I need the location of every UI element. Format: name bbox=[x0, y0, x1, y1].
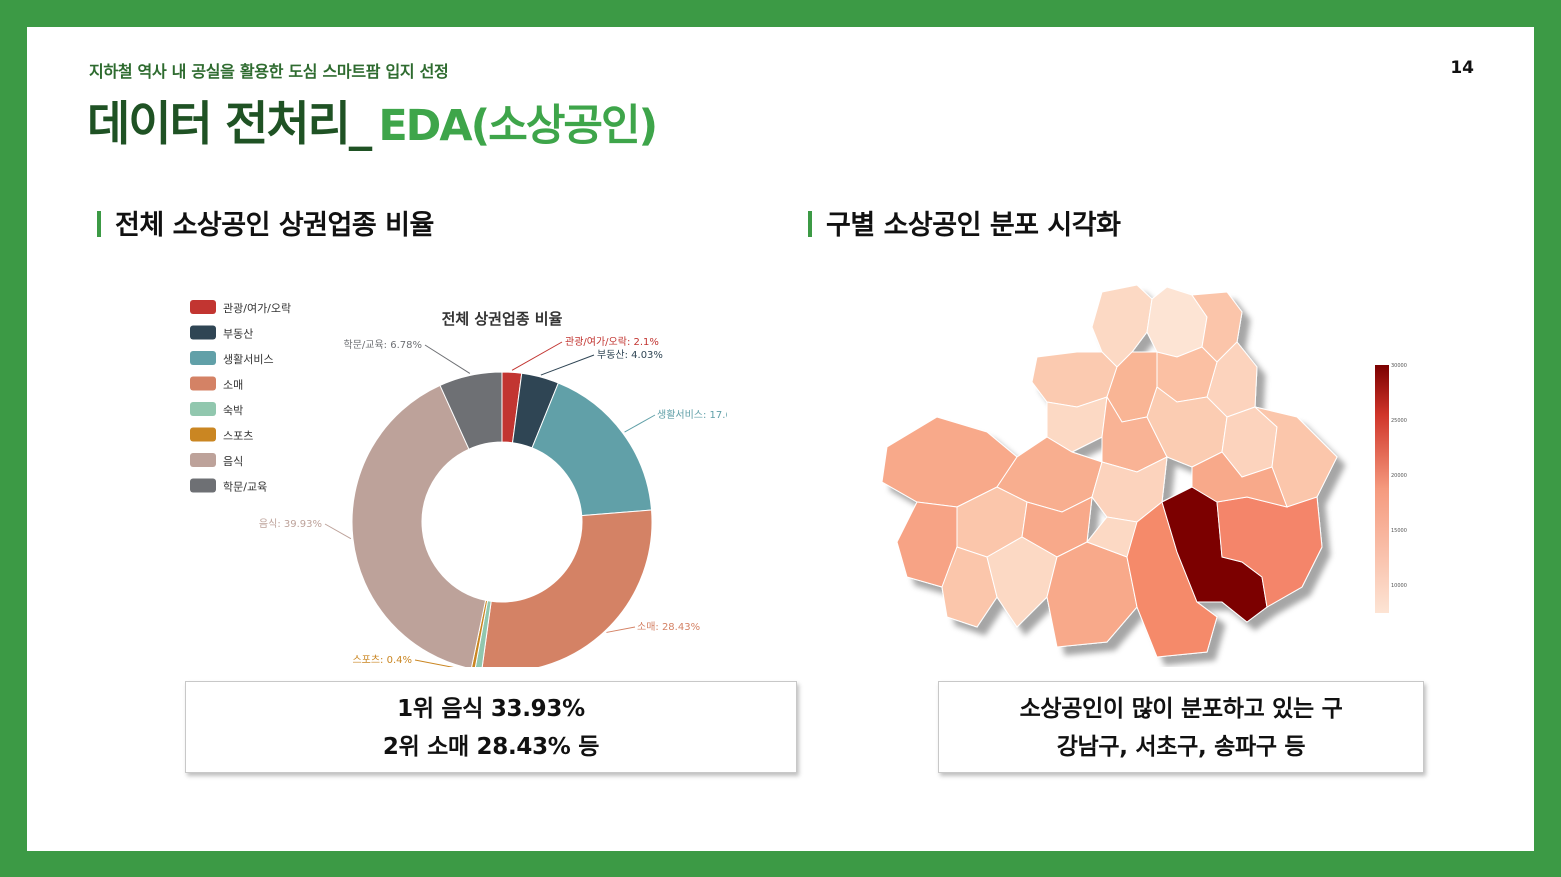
section-heading-left: 전체 소상공인 상권업종 비율 bbox=[97, 203, 434, 242]
heading-bar bbox=[97, 211, 101, 237]
slice-label: 관광/여가/오락: 2.1% bbox=[565, 336, 659, 348]
colorbar-tick: 20000 bbox=[1391, 473, 1407, 479]
legend-item: 스포츠 bbox=[223, 430, 253, 443]
slice-label: 부동산: 4.03% bbox=[597, 349, 663, 361]
title-accent: EDA(소상공인) bbox=[378, 101, 658, 151]
slice-label: 음식: 39.93% bbox=[259, 518, 322, 530]
donut-slice bbox=[351, 384, 487, 670]
label-leader-line bbox=[511, 341, 563, 371]
district bbox=[1191, 451, 1288, 508]
map-districts bbox=[881, 284, 1338, 658]
legend-swatch bbox=[190, 376, 216, 391]
donut-slice bbox=[439, 371, 503, 450]
legend-item: 학문/교육 bbox=[223, 481, 267, 494]
heading-text: 전체 소상공인 상권업종 비율 bbox=[115, 210, 434, 241]
summary-box-right: 소상공인이 많이 분포하고 있는 구 강남구, 서초구, 송파구 등 bbox=[938, 681, 1424, 773]
donut-slice bbox=[481, 509, 653, 673]
title-main: 데이터 전처리_ bbox=[87, 97, 372, 152]
page-number: 14 bbox=[1450, 58, 1474, 78]
legend-item: 관광/여가/오락 bbox=[223, 302, 291, 315]
legend-swatch bbox=[190, 478, 216, 493]
legend-swatch bbox=[190, 453, 216, 467]
colorbar-tick: 10000 bbox=[1391, 583, 1407, 589]
legend-item: 생활서비스 bbox=[223, 352, 274, 366]
label-leader-line bbox=[540, 354, 595, 376]
heading-text: 구별 소상공인 분포 시각화 bbox=[826, 210, 1121, 241]
slice-label: 소매: 28.43% bbox=[637, 621, 700, 633]
slide: 지하철 역사 내 공실을 활용한 도심 스마트팜 입지 선정 14 데이터 전처… bbox=[27, 27, 1534, 851]
seoul-choropleth-map: 30000 25000 20000 15000 10000 bbox=[847, 257, 1407, 667]
colorbar bbox=[1375, 365, 1389, 613]
legend-swatch bbox=[190, 300, 216, 314]
label-leader-line bbox=[606, 626, 636, 633]
donut-chart-container: 전체 상권업종 비율 관광/여가/오락 부동산 생활서비스 소매 숙박 스포츠 음식 학문/교육… bbox=[147, 272, 732, 681]
colorbar-tick: 15000 bbox=[1391, 528, 1407, 534]
slice-label: 스포츠: 0.4% bbox=[352, 654, 412, 666]
summary-line: 2위 소매 28.43% 등 bbox=[382, 734, 600, 760]
slide-title: 데이터 전처리_ EDA(소상공인) bbox=[87, 85, 658, 154]
summary-line: 1위 음식 33.93% bbox=[397, 696, 585, 722]
legend-item: 숙박 bbox=[223, 404, 243, 417]
legend-item: 소매 bbox=[223, 379, 243, 392]
section-heading-right: 구별 소상공인 분포 시각화 bbox=[808, 203, 1121, 242]
summary-box-left: 1위 음식 33.93% 2위 소매 28.43% 등 bbox=[185, 681, 797, 773]
legend-swatch bbox=[190, 351, 216, 365]
legend-swatch bbox=[190, 402, 216, 416]
label-leader-line bbox=[624, 414, 656, 433]
donut-slice bbox=[531, 382, 653, 517]
heading-bar bbox=[808, 211, 812, 237]
legend-item: 음식 bbox=[223, 455, 243, 468]
legend-swatch bbox=[190, 427, 216, 442]
colorbar-tick: 25000 bbox=[1391, 418, 1407, 424]
colorbar-tick: 30000 bbox=[1391, 363, 1407, 369]
summary-line: 강남구, 서초구, 송파구 등 bbox=[1056, 734, 1306, 760]
legend-swatch bbox=[190, 325, 216, 340]
donut-chart: 전체 상권업종 비율관광/여가/오락부동산생활서비스소매숙박스포츠음식학문/교육… bbox=[190, 300, 732, 681]
choropleth-svg: 30000 25000 20000 15000 10000 bbox=[881, 284, 1407, 658]
slide-subtitle: 지하철 역사 내 공실을 활용한 도심 스마트팜 입지 선정 bbox=[89, 62, 449, 81]
label-leader-line bbox=[324, 523, 352, 540]
district bbox=[986, 536, 1058, 628]
chart-title: 전체 상권업종 비율 bbox=[442, 310, 563, 328]
slice-label: 학문/교육: 6.78% bbox=[344, 339, 423, 351]
legend-item: 부동산 bbox=[223, 328, 253, 341]
district bbox=[1046, 541, 1138, 648]
label-leader-line bbox=[424, 344, 471, 374]
summary-line: 소상공인이 많이 분포하고 있는 구 bbox=[1019, 696, 1343, 722]
slice-label: 생활서비스: 17.6 bbox=[657, 408, 727, 421]
